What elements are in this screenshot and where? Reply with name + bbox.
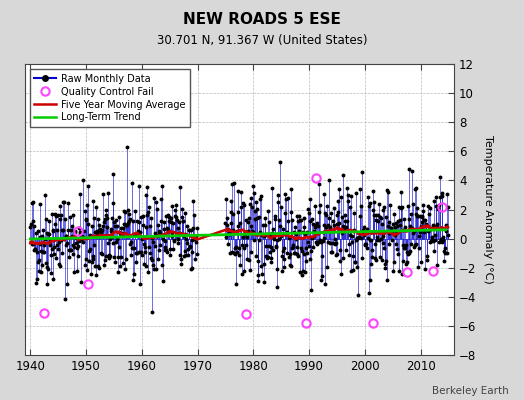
Text: 30.701 N, 91.367 W (United States): 30.701 N, 91.367 W (United States) — [157, 34, 367, 47]
Text: NEW ROADS 5 ESE: NEW ROADS 5 ESE — [183, 12, 341, 27]
Legend: Raw Monthly Data, Quality Control Fail, Five Year Moving Average, Long-Term Tren: Raw Monthly Data, Quality Control Fail, … — [29, 69, 190, 127]
Y-axis label: Temperature Anomaly (°C): Temperature Anomaly (°C) — [483, 135, 493, 284]
Text: Berkeley Earth: Berkeley Earth — [432, 386, 508, 396]
